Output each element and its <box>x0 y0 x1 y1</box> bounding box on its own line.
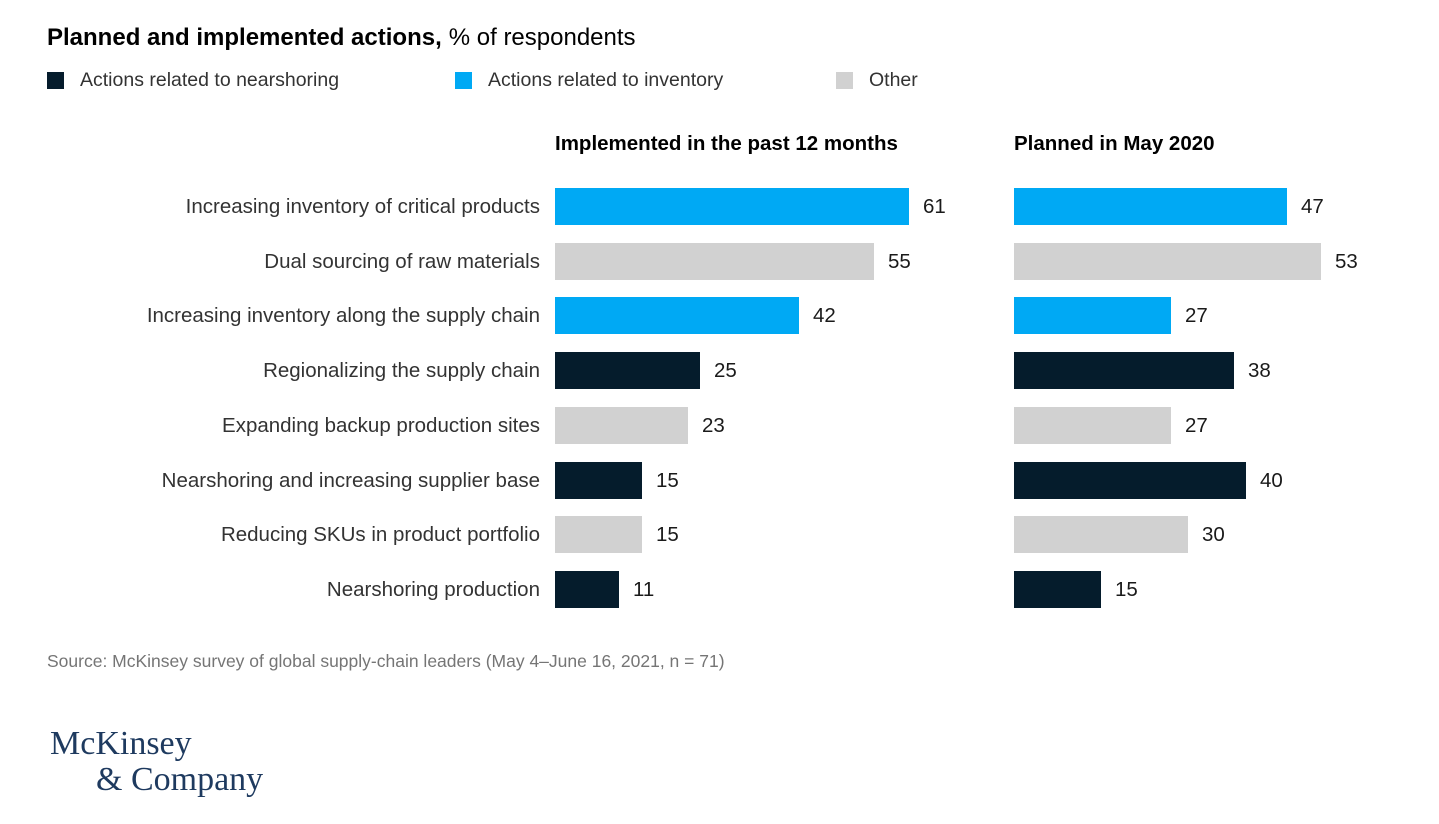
bar-chart: Increasing inventory of critical product… <box>0 188 1439 628</box>
legend: Actions related to nearshoring Actions re… <box>47 69 1147 93</box>
logo-line-2: & Company <box>96 760 264 798</box>
category-label: Reducing SKUs in product portfolio <box>220 523 540 546</box>
bar-value-label: 23 <box>702 414 725 437</box>
source-note: Source: McKinsey survey of global supply… <box>47 651 725 671</box>
bar-other <box>555 243 874 280</box>
bar-other <box>555 516 642 553</box>
bar-value-label: 15 <box>1115 578 1138 601</box>
bar-value-label: 11 <box>633 578 655 601</box>
bar-inventory <box>555 188 909 225</box>
bar-value-label: 27 <box>1185 304 1208 327</box>
bar-value-label: 30 <box>1202 523 1225 546</box>
bar-inventory <box>1014 188 1287 225</box>
column-header-implemented: Implemented in the past 12 months <box>555 132 898 155</box>
category-label: Expanding backup production sites <box>222 414 540 437</box>
bar-value-label: 42 <box>813 304 836 327</box>
bar-value-label: 53 <box>1335 250 1358 273</box>
bar-inventory <box>1014 297 1171 334</box>
bar-value-label: 47 <box>1301 195 1324 218</box>
bar-other <box>555 407 688 444</box>
category-label: Regionalizing the supply chain <box>263 359 540 382</box>
bar-value-label: 15 <box>656 523 679 546</box>
bar-inventory <box>555 297 799 334</box>
bar-value-label: 40 <box>1260 469 1283 492</box>
bar-nearshoring <box>1014 462 1246 499</box>
legend-swatch-inventory <box>455 72 472 89</box>
bar-value-label: 61 <box>923 195 946 218</box>
legend-item-inventory: Actions related to inventory <box>455 69 723 92</box>
legend-item-nearshoring: Actions related to nearshoring <box>47 69 339 92</box>
bar-value-label: 15 <box>656 469 679 492</box>
category-label: Increasing inventory along the supply ch… <box>146 304 540 327</box>
category-label: Nearshoring and increasing supplier base <box>161 469 540 492</box>
category-label: Dual sourcing of raw materials <box>264 250 540 273</box>
bar-other <box>1014 243 1321 280</box>
logo-line-1: McKinsey <box>50 725 192 762</box>
legend-label: Actions related to nearshoring <box>80 69 340 91</box>
legend-item-other: Other <box>836 69 918 92</box>
bar-value-label: 27 <box>1185 414 1208 437</box>
chart-title: Planned and implemented actions,% of res… <box>47 24 636 52</box>
bar-nearshoring <box>1014 571 1101 608</box>
bar-nearshoring <box>555 352 700 389</box>
legend-swatch-other <box>836 72 853 89</box>
bar-nearshoring <box>1014 352 1234 389</box>
bar-nearshoring <box>555 462 642 499</box>
bar-value-label: 25 <box>714 359 737 382</box>
legend-label: Actions related to inventory <box>488 69 724 91</box>
chart-title-main: Planned and implemented actions, <box>47 24 442 51</box>
legend-swatch-nearshoring <box>47 72 64 89</box>
bar-value-label: 38 <box>1248 359 1271 382</box>
bar-nearshoring <box>555 571 619 608</box>
legend-label: Other <box>869 69 918 91</box>
mckinsey-logo: McKinsey & Company <box>50 726 263 797</box>
chart-title-unit: % of respondents <box>448 24 636 51</box>
bar-other <box>1014 516 1188 553</box>
column-header-planned: Planned in May 2020 <box>1014 132 1215 155</box>
bar-other <box>1014 407 1171 444</box>
category-label: Nearshoring production <box>326 578 540 601</box>
bar-value-label: 55 <box>888 250 911 273</box>
category-label: Increasing inventory of critical product… <box>185 195 540 218</box>
